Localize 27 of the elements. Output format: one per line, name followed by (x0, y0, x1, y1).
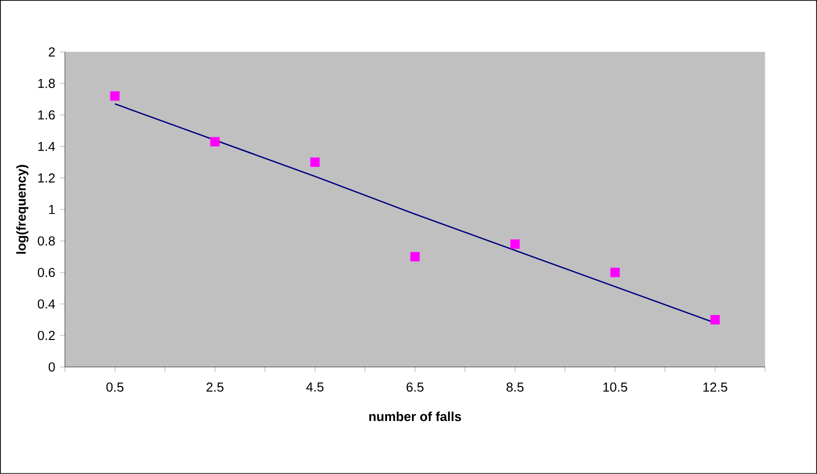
y-tick-label: 0.4 (38, 299, 55, 309)
x-tick-label: 8.5 (506, 382, 524, 392)
x-tick-label: 2.5 (206, 382, 224, 392)
point (710, 315, 720, 324)
y-tick-label: 1.2 (38, 173, 55, 183)
x-tick-label: 10.5 (603, 382, 628, 392)
x-tick-label: 6.5 (406, 382, 424, 392)
point (610, 268, 620, 278)
point (310, 158, 320, 167)
x-tick-label: 4.5 (306, 382, 324, 392)
y-tick-label: 0.6 (38, 268, 55, 278)
point (210, 137, 220, 146)
y-tick-label: 1.8 (38, 78, 55, 88)
point (410, 252, 420, 262)
point (510, 239, 520, 249)
x-axis-title: number of falls (369, 412, 462, 422)
y-tick-label: 1.4 (38, 142, 55, 151)
y-tick-label: 0.2 (38, 330, 55, 340)
y-tick-label: 0.8 (38, 236, 55, 246)
y-tick-label: 1.6 (38, 110, 55, 120)
x-tick-label: 12.5 (703, 382, 728, 392)
y-tick-label: 2 (48, 47, 55, 56)
y-tick-label: 0 (48, 362, 55, 372)
y-axis-title: log(frequency) (16, 164, 28, 254)
point (110, 91, 120, 101)
y-tick-label: 1 (49, 205, 55, 214)
x-tick-label: 0.5 (106, 382, 124, 392)
